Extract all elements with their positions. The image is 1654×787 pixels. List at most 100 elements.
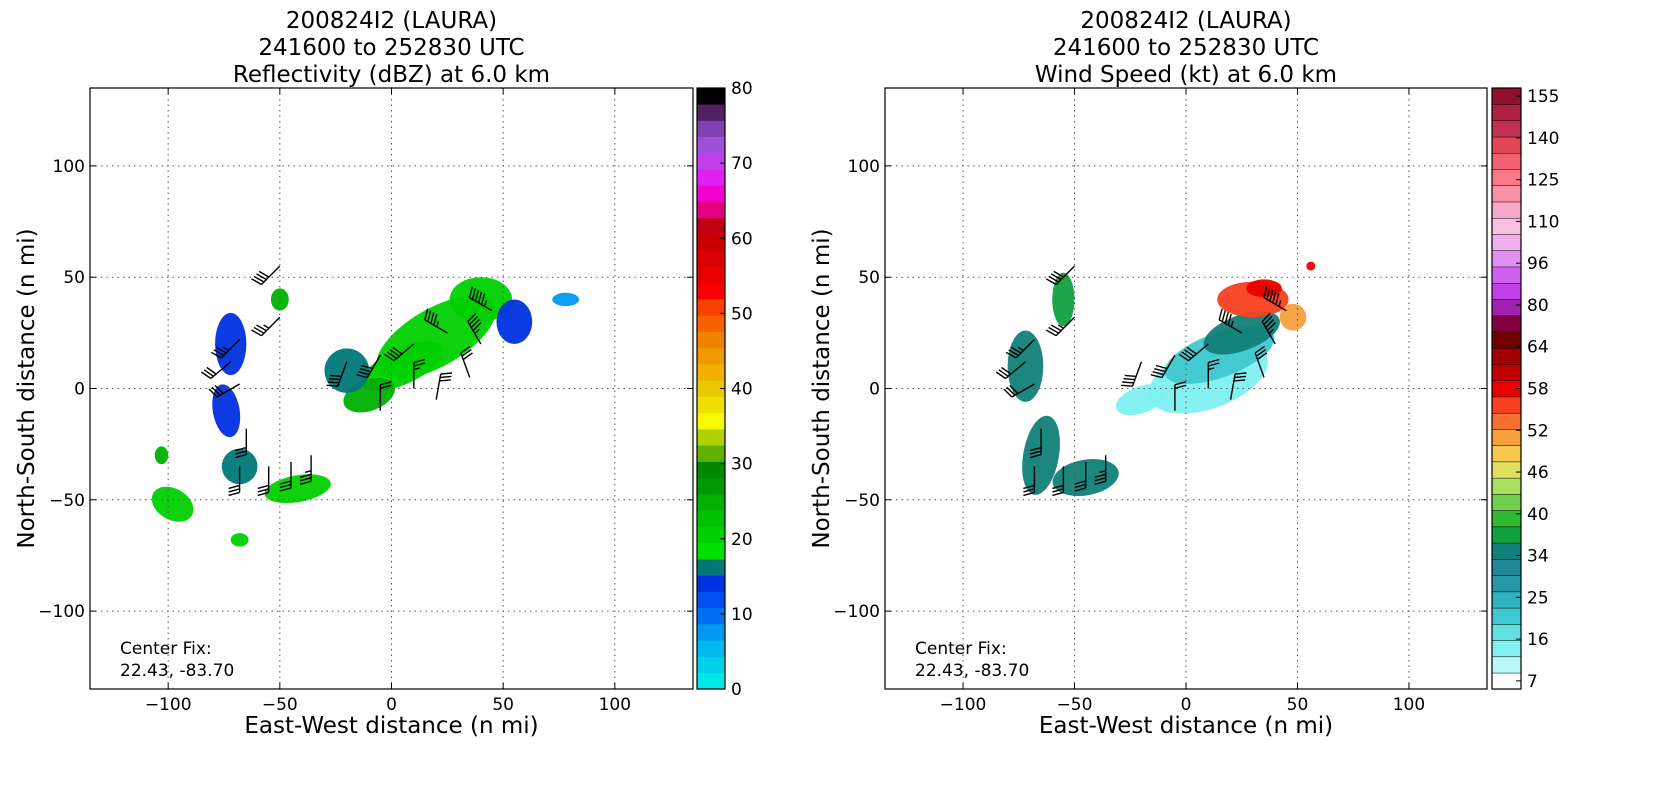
colorbar-tick-label: 46 bbox=[1527, 463, 1549, 483]
colorbar-tick-label: 60 bbox=[731, 229, 753, 249]
wind-barb bbox=[379, 381, 392, 411]
wind-barb bbox=[1045, 265, 1075, 286]
colorbar-segment bbox=[1491, 591, 1522, 609]
wind-barb bbox=[1263, 286, 1287, 312]
colorbar-segment bbox=[1491, 266, 1522, 284]
colorbar-segment bbox=[1491, 461, 1522, 479]
wind-barb bbox=[1094, 455, 1107, 485]
x-tick-label: −100 bbox=[940, 695, 987, 715]
colorbar-segment bbox=[697, 217, 725, 235]
y-tick-label: 0 bbox=[869, 380, 880, 400]
x-tick-label: −50 bbox=[262, 695, 298, 715]
colorbar-tick-label: 110 bbox=[1527, 212, 1559, 232]
colorbar-tick-label: 140 bbox=[1527, 129, 1559, 149]
chart-title-line: 241600 to 252830 UTC bbox=[1053, 35, 1319, 61]
wind-barb bbox=[1150, 354, 1176, 379]
wind-barb bbox=[1045, 316, 1075, 337]
colorbar-tick-label: 30 bbox=[731, 455, 753, 475]
colorbar-segment bbox=[697, 591, 725, 609]
colorbar-segment bbox=[1491, 428, 1522, 446]
data-region bbox=[1007, 330, 1044, 402]
data-region bbox=[449, 277, 513, 322]
wind-barb bbox=[1254, 345, 1268, 378]
colorbar-segment bbox=[1491, 315, 1522, 333]
colorbar-segment bbox=[1491, 103, 1522, 122]
wind-barb bbox=[435, 372, 453, 400]
x-axis-label: East-West distance (n mi) bbox=[244, 713, 538, 739]
wind-barb bbox=[413, 358, 425, 389]
wind-barb bbox=[1229, 372, 1247, 400]
data-field bbox=[1007, 261, 1316, 497]
y-tick-label: −50 bbox=[844, 491, 880, 511]
data-region bbox=[215, 312, 247, 376]
colorbar-segment bbox=[1491, 120, 1522, 138]
colorbar-segment bbox=[1491, 298, 1522, 316]
colorbar-segment bbox=[697, 299, 725, 316]
colorbar-tick-label: 155 bbox=[1527, 87, 1559, 107]
colorbar-tick-label: 64 bbox=[1527, 338, 1549, 358]
colorbar-segment bbox=[1491, 201, 1522, 219]
colorbar-segment bbox=[697, 461, 725, 479]
colorbar-segment bbox=[697, 136, 725, 154]
y-tick-label: 0 bbox=[74, 380, 85, 400]
wind-barb bbox=[1121, 361, 1143, 387]
wind-barb bbox=[251, 316, 281, 337]
colorbar-segment bbox=[1491, 347, 1522, 365]
colorbar-segment bbox=[1491, 136, 1522, 154]
center-fix-annotation: 22.43, -83.70 bbox=[915, 661, 1029, 681]
colorbar-tick-label: 58 bbox=[1527, 380, 1549, 400]
colorbar-segment bbox=[697, 640, 725, 657]
x-tick-label: 0 bbox=[386, 695, 397, 715]
x-tick-label: 100 bbox=[599, 695, 631, 715]
x-tick-label: −50 bbox=[1057, 695, 1093, 715]
data-region bbox=[154, 446, 169, 465]
data-region bbox=[270, 288, 289, 311]
colorbar-segment bbox=[1491, 607, 1522, 625]
colorbar-segment bbox=[697, 559, 725, 576]
colorbar-segment bbox=[1491, 493, 1522, 511]
wind-barb bbox=[460, 345, 473, 378]
data-region bbox=[324, 348, 370, 393]
colorbar-segment bbox=[1491, 542, 1522, 560]
colorbar-segment bbox=[697, 494, 725, 511]
wind-barb bbox=[1029, 428, 1042, 459]
colorbar-tick-label: 52 bbox=[1527, 421, 1549, 441]
colorbar-tick-label: 20 bbox=[731, 530, 753, 550]
colorbar-tick-label: 40 bbox=[1527, 505, 1549, 525]
colorbar-segment bbox=[1491, 363, 1522, 381]
wind-barb bbox=[468, 286, 493, 312]
colorbar-segment bbox=[697, 607, 725, 625]
y-tick-label: 100 bbox=[53, 157, 85, 177]
colorbar-segment bbox=[697, 104, 725, 121]
colorbar-segment bbox=[1491, 331, 1522, 349]
colorbar-segment bbox=[697, 672, 725, 690]
wind-barb bbox=[1174, 381, 1187, 411]
center-fix-annotation: 22.43, -83.70 bbox=[120, 661, 234, 681]
x-tick-label: 50 bbox=[492, 695, 514, 715]
wind-barb bbox=[208, 383, 240, 398]
colorbar-tick-label: 25 bbox=[1527, 588, 1549, 608]
colorbar-segment bbox=[697, 152, 725, 170]
wind-barb bbox=[356, 354, 381, 379]
data-region bbox=[1279, 303, 1307, 331]
wind-speed-panel: 200824I2 (LAURA)241600 to 252830 UTCWind… bbox=[809, 8, 1559, 739]
center-fix-annotation: Center Fix: bbox=[915, 639, 1007, 659]
data-region bbox=[552, 292, 580, 307]
colorbar-segment bbox=[697, 477, 725, 495]
data-region bbox=[1246, 279, 1282, 298]
colorbar-segment bbox=[697, 250, 725, 267]
center-fix-annotation: Center Fix: bbox=[120, 639, 212, 659]
wind-barb bbox=[1005, 339, 1035, 359]
wind-barb bbox=[1052, 466, 1065, 497]
y-tick-label: 50 bbox=[63, 268, 85, 288]
colorbar-segment bbox=[1491, 168, 1522, 187]
y-axis-label: North-South distance (n mi) bbox=[14, 228, 40, 548]
wind-barb bbox=[1003, 383, 1035, 398]
colorbar-segment bbox=[1491, 250, 1522, 268]
colorbar-segment bbox=[697, 656, 725, 674]
colorbar-segment bbox=[697, 445, 725, 462]
colorbar-segment bbox=[697, 624, 725, 641]
y-tick-label: −50 bbox=[49, 491, 85, 511]
colorbar-segment bbox=[697, 347, 725, 365]
colorbar-segment bbox=[697, 88, 725, 105]
